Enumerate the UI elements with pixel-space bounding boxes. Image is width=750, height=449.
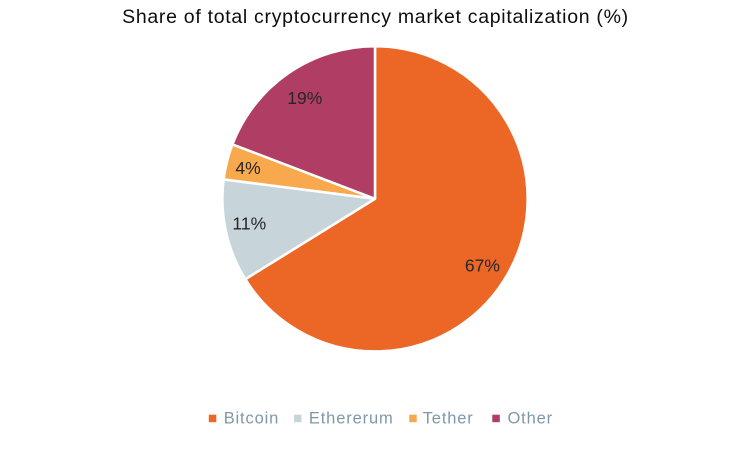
svg-text:Bitcoin: Bitcoin	[224, 410, 279, 428]
svg-text:Tether: Tether	[423, 410, 474, 428]
svg-text:Share of total cryptocurrency: Share of total cryptocurrency market cap…	[122, 6, 629, 28]
svg-text:Ethererum: Ethererum	[309, 410, 394, 428]
svg-text:Other: Other	[508, 410, 554, 428]
svg-text:67%: 67%	[465, 256, 500, 276]
svg-text:19%: 19%	[287, 88, 322, 108]
svg-text:4%: 4%	[235, 158, 260, 178]
svg-text:11%: 11%	[232, 214, 266, 234]
